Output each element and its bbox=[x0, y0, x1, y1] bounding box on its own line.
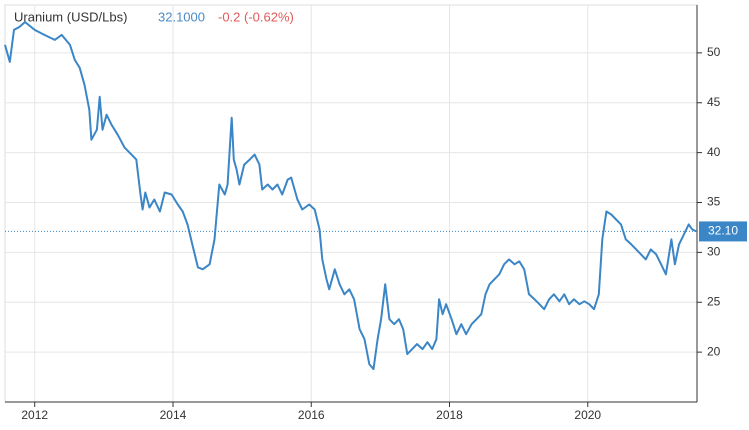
y-tick-label: 30 bbox=[707, 245, 721, 259]
change: -0.2 (-0.62%) bbox=[218, 9, 294, 24]
y-tick-label: 40 bbox=[707, 145, 721, 159]
y-tick-label: 50 bbox=[707, 45, 721, 59]
x-tick-label: 2020 bbox=[574, 408, 601, 422]
price-line bbox=[4, 21, 697, 371]
plot-frame bbox=[4, 4, 698, 403]
x-tick-label: 2014 bbox=[160, 408, 187, 422]
x-tick-label: 2012 bbox=[21, 408, 48, 422]
y-tick-label: 25 bbox=[707, 294, 721, 308]
last-value-label: 32.10 bbox=[708, 224, 738, 238]
x-tick-label: 2016 bbox=[298, 408, 325, 422]
y-tick-label: 35 bbox=[707, 195, 721, 209]
chart-title: Uranium (USD/Lbs) bbox=[14, 9, 127, 24]
x-tick-label: 2018 bbox=[436, 408, 463, 422]
price: 32.1000 bbox=[158, 9, 205, 24]
last-value-box bbox=[699, 221, 747, 242]
y-tick-label: 20 bbox=[707, 344, 721, 358]
y-tick-label: 45 bbox=[707, 95, 721, 109]
